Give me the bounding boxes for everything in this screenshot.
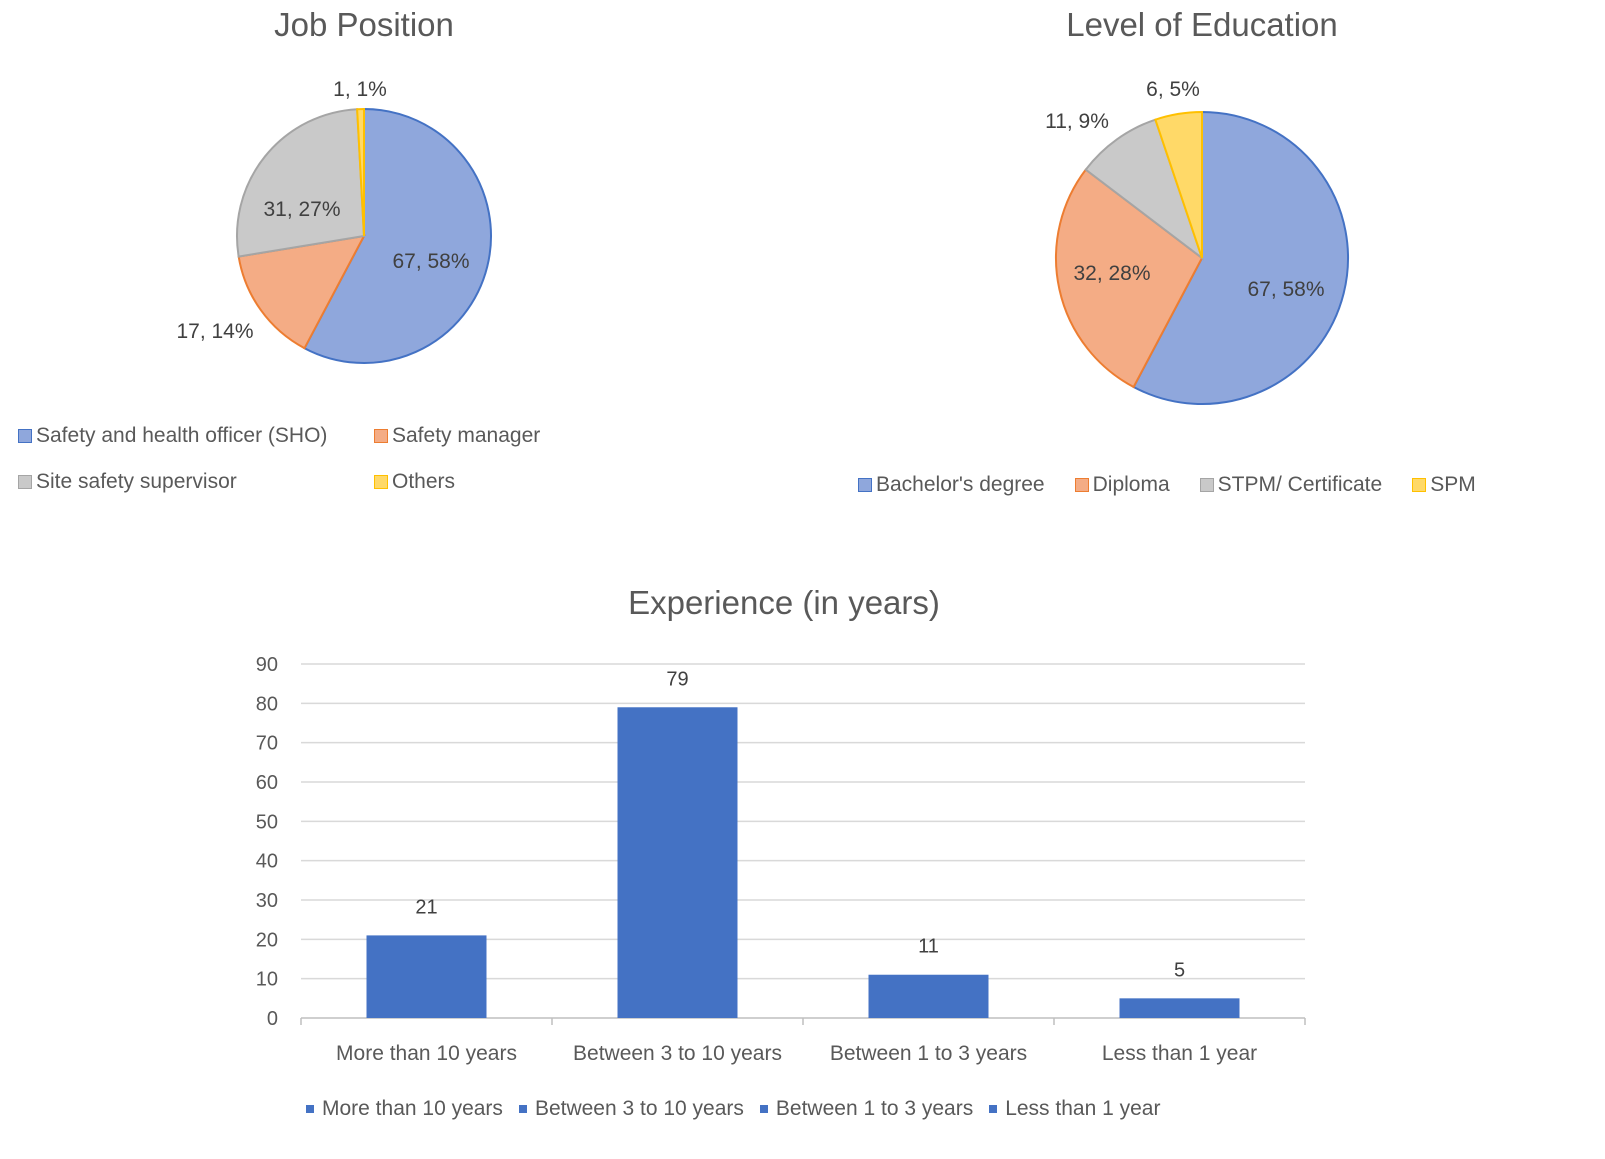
experience-legend-label: More than 10 years xyxy=(322,1097,503,1120)
experience-legend-label: Between 3 to 10 years xyxy=(534,1097,744,1120)
job-legend-item-safety-manager: Safety manager xyxy=(374,424,614,448)
job-slice-site-safety-supervisor xyxy=(236,108,366,258)
job-position-title: Job Position xyxy=(274,6,454,43)
education-legend-item-spm: SPM xyxy=(1412,473,1476,497)
education-data-label-diploma: 32, 28% xyxy=(1073,262,1150,285)
y-tick-label: 80 xyxy=(256,693,278,715)
job-slice-safety-and-health-officer-sho xyxy=(303,107,492,364)
education-slice-diploma xyxy=(1055,168,1204,389)
job-position-pie: 67, 58% 17, 14% 31, 27% 1, 1% xyxy=(176,78,492,364)
experience-legend-label: Less than 1 year xyxy=(1005,1097,1161,1120)
y-tick-label: 0 xyxy=(267,1008,278,1030)
education-legend-swatch xyxy=(1199,478,1214,492)
bar-data-label: 5 xyxy=(1174,959,1185,981)
education-pie: 67, 58% 32, 28% 11, 9% 6, 5% xyxy=(1045,78,1350,405)
y-tick-label: 40 xyxy=(256,851,278,873)
bar-data-label: 79 xyxy=(666,668,688,690)
job-legend-label: Site safety supervisor xyxy=(36,470,237,493)
education-data-label-bachelor-s-degree: 67, 58% xyxy=(1247,278,1324,301)
education-legend-item-bachelor-s-degree: Bachelor's degree xyxy=(858,473,1045,497)
y-tick-label: 60 xyxy=(256,772,278,794)
bar-less-than-1-year xyxy=(1119,998,1240,1018)
education-legend: Bachelor's degree Diploma STPM/ Certificat… xyxy=(858,473,1598,497)
y-tick-label: 30 xyxy=(256,890,278,912)
education-slice-bachelor-s-degree xyxy=(1132,110,1350,405)
bar-data-label: 21 xyxy=(415,896,437,918)
education-legend-label: Bachelor's degree xyxy=(876,473,1045,496)
bar-more-than-10-years xyxy=(366,935,487,1018)
education-legend-label: Diploma xyxy=(1092,473,1170,496)
education-legend-item-stpm-certificate: STPM/ Certificate xyxy=(1199,473,1383,497)
education-data-label-spm: 6, 5% xyxy=(1146,78,1200,101)
job-legend-swatch xyxy=(374,429,388,443)
job-data-label-safety-manager: 17, 14% xyxy=(176,320,253,343)
education-legend-swatch xyxy=(1412,478,1427,492)
job-slice-others xyxy=(356,107,365,237)
education-legend-swatch xyxy=(858,478,872,492)
experience-legend: More than 10 years Between 3 to 10 years B… xyxy=(306,1097,1306,1121)
job-legend-item-site-safety-supervisor: Site safety supervisor xyxy=(18,470,374,494)
job-data-label-others: 1, 1% xyxy=(333,78,387,101)
education-legend-label: STPM/ Certificate xyxy=(1217,473,1383,496)
experience-legend-item-more-than-10-years: More than 10 years xyxy=(306,1097,503,1121)
experience-legend-swatch xyxy=(518,1105,527,1113)
job-slice-safety-manager xyxy=(237,234,366,350)
y-tick-label: 20 xyxy=(256,929,278,951)
experience-legend-item-between-1-to-3-years: Between 1 to 3 years xyxy=(759,1097,974,1121)
education-legend-label: SPM xyxy=(1430,473,1476,496)
experience-bar-chart: 0 10 20 30 40 50 60 70 80 90 21 More than 10 years 7… xyxy=(256,654,1306,1065)
education-data-label-stpm-certificate: 11, 9% xyxy=(1045,110,1109,133)
y-tick-label: 10 xyxy=(256,969,278,991)
bar-between-3-to-10-years xyxy=(617,707,738,1018)
job-position-legend: Safety and health officer (SHO) Safety ma… xyxy=(18,424,618,494)
bar-data-label: 11 xyxy=(918,936,939,958)
experience-legend-item-between-3-to-10-years: Between 3 to 10 years xyxy=(518,1097,744,1121)
education-title: Level of Education xyxy=(1066,6,1338,43)
x-tick-label: Less than 1 year xyxy=(1102,1042,1257,1065)
education-legend-item-diploma: Diploma xyxy=(1074,473,1170,497)
job-legend-label: Safety and health officer (SHO) xyxy=(36,424,328,447)
experience-legend-label: Between 1 to 3 years xyxy=(775,1097,974,1120)
job-legend-swatch xyxy=(374,475,388,489)
x-tick-label: Between 3 to 10 years xyxy=(573,1042,782,1065)
y-tick-label: 90 xyxy=(256,654,278,676)
education-legend-swatch xyxy=(1074,478,1089,492)
job-legend-item-safety-and-health-officer-sho: Safety and health officer (SHO) xyxy=(18,424,374,448)
experience-title: Experience (in years) xyxy=(628,584,940,621)
experience-legend-swatch xyxy=(306,1105,314,1113)
experience-legend-swatch xyxy=(759,1105,768,1113)
x-tick-label: More than 10 years xyxy=(336,1042,517,1065)
job-legend-label: Safety manager xyxy=(392,424,541,447)
job-legend-swatch xyxy=(18,475,32,489)
education-slice-spm xyxy=(1154,110,1203,259)
job-data-label-site-safety-supervisor: 31, 27% xyxy=(263,198,340,221)
experience-legend-swatch xyxy=(989,1105,998,1113)
job-legend-item-others: Others xyxy=(374,470,614,494)
job-legend-label: Others xyxy=(392,470,456,493)
bar-between-1-to-3-years xyxy=(868,974,989,1018)
job-data-label-safety-and-health-officer-sho: 67, 58% xyxy=(392,250,469,273)
job-legend-swatch xyxy=(18,429,32,443)
experience-legend-item-less-than-1-year: Less than 1 year xyxy=(989,1097,1160,1121)
y-tick-label: 70 xyxy=(256,733,278,755)
education-slice-stpm-certificate xyxy=(1084,118,1204,261)
y-tick-label: 50 xyxy=(256,811,278,833)
x-tick-label: Between 1 to 3 years xyxy=(830,1042,1027,1065)
